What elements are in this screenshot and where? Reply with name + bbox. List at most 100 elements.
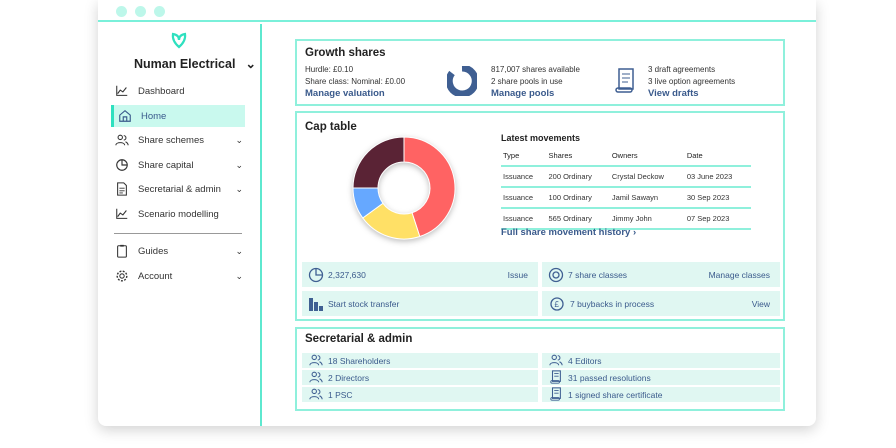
share-class: Share class: Nominal: £0.00	[305, 77, 406, 86]
pool-donut-icon	[447, 66, 477, 96]
table-cell: 565 Ordinary	[546, 207, 610, 230]
document-icon	[115, 182, 129, 196]
sidebar-item-share-schemes[interactable]: Share schemes ⌄	[111, 129, 245, 151]
chevron-down-icon: ⌄	[235, 134, 243, 145]
cap-table-panel: Cap table Latest movements Type Shares Own…	[295, 111, 785, 321]
sidebar-item-home[interactable]: Home	[111, 105, 245, 127]
table-cell: Jimmy John	[609, 207, 685, 230]
chart-line-icon	[115, 207, 129, 221]
panel-title: Cap table	[305, 121, 357, 133]
column-header: Owners	[611, 151, 638, 160]
table-cell: Issuance	[501, 165, 547, 187]
share-classes-tile[interactable]: 7 share classes Manage classes	[542, 262, 780, 287]
item-label: 1 signed share certificate	[568, 389, 663, 400]
panel-title: Growth shares	[305, 47, 386, 59]
sidebar-item-label: Share schemes	[138, 134, 205, 146]
pie-chart-icon	[115, 158, 129, 172]
secretarial-item[interactable]: 31 passed resolutions	[542, 369, 780, 385]
chevron-down-icon: ⌄	[235, 159, 243, 170]
org-switcher[interactable]: Numan Electrical ⌄	[134, 56, 256, 72]
gear-icon	[115, 269, 129, 283]
chevron-down-icon: ⌄	[235, 270, 243, 281]
view-buybacks-button[interactable]: View	[751, 298, 770, 309]
panel-title: Secretarial & admin	[305, 333, 413, 345]
table-cell: Crystal Deckow	[609, 165, 685, 187]
buyback-icon: £	[550, 296, 564, 311]
issue-button[interactable]: Issue	[507, 269, 528, 280]
sidebar-item-label: Secretarial & admin	[138, 183, 221, 195]
title-bar	[98, 0, 816, 22]
item-label: 2 Directors	[328, 372, 370, 383]
manage-pools-link[interactable]: Manage pools	[491, 88, 555, 99]
sidebar: Numan Electrical ⌄ Dashboard Home Share sch…	[98, 24, 262, 426]
secretarial-item[interactable]: 1 signed share certificate	[542, 386, 780, 403]
people-icon	[308, 387, 328, 403]
live-agreements: 3 live option agreements	[648, 77, 736, 86]
sidebar-item-guides[interactable]: Guides ⌄	[111, 240, 245, 262]
total-shares: 2,327,630	[328, 269, 366, 280]
table-cell: 100 Ordinary	[546, 186, 610, 208]
window-dot	[116, 6, 127, 17]
sidebar-item-label: Dashboard	[138, 85, 185, 97]
table-row: Issuance 565 Ordinary Jimmy John 07 Sep 202…	[501, 207, 751, 230]
shares-available: 817,007 shares available	[491, 65, 580, 74]
chevron-down-icon: ⌄	[235, 183, 243, 194]
issue-tile[interactable]: 2,327,630 Issue	[302, 262, 538, 287]
column-header: Shares	[548, 151, 573, 160]
table-row: Issuance 200 Ordinary Crystal Deckow 03 Jun…	[501, 165, 751, 187]
people-icon	[548, 353, 568, 369]
sidebar-item-label: Share capital	[138, 159, 194, 171]
donut-slice	[352, 136, 405, 189]
secretarial-item[interactable]: 4 Editors	[542, 353, 780, 368]
people-icon	[308, 370, 328, 386]
share-class-icon	[548, 267, 564, 282]
sidebar-item-scenario-modelling[interactable]: Scenario modelling	[111, 203, 245, 225]
secretarial-item[interactable]: 1 PSC	[302, 387, 538, 402]
stock-transfer-tile[interactable]: Start stock transfer	[302, 291, 538, 316]
home-icon	[118, 109, 132, 123]
column-header: Date	[686, 151, 703, 160]
sidebar-item-share-capital[interactable]: Share capital ⌄	[111, 154, 245, 176]
chevron-down-icon: ⌄	[245, 57, 256, 71]
table-cell: Jamil Sawayn	[609, 186, 685, 208]
item-label: 18 Shareholders	[328, 355, 391, 366]
buybacks-count: 7 buybacks in process	[570, 298, 655, 309]
users-icon	[115, 133, 129, 147]
history-link-label: Full share movement history	[501, 227, 631, 238]
pie-chart-icon	[308, 267, 324, 282]
sidebar-item-account[interactable]: Account ⌄	[111, 265, 245, 287]
table-cell: 200 Ordinary	[546, 165, 610, 187]
scroll-icon	[548, 386, 568, 403]
app-window: Numan Electrical ⌄ Dashboard Home Share sch…	[98, 0, 816, 426]
sidebar-item-label: Scenario modelling	[138, 208, 219, 220]
column-header: Type	[503, 151, 520, 160]
table-row: Issuance 100 Ordinary Jamil Sawayn 30 Sep 2…	[501, 186, 751, 208]
cap-table-donut-chart	[352, 136, 456, 240]
secretarial-item[interactable]: 2 Directors	[302, 370, 538, 385]
scroll-icon	[615, 68, 634, 93]
view-drafts-link[interactable]: View drafts	[648, 88, 699, 99]
secretarial-panel: Secretarial & admin 18 Shareholders 2 Dir…	[295, 327, 785, 411]
hurdle: Hurdle: £0.10	[305, 65, 354, 74]
table-cell: 03 June 2023	[684, 165, 751, 187]
table-cell: Issuance	[501, 186, 547, 208]
secretarial-item[interactable]: 18 Shareholders	[302, 353, 538, 368]
growth-shares-panel: Growth shares Hurdle: £0.10 Share class:…	[295, 39, 785, 106]
sidebar-item-dashboard[interactable]: Dashboard	[111, 80, 245, 102]
org-name: Numan Electrical	[134, 56, 236, 71]
movements-table: Type Shares Owners Date Issuance 200 Ordinary…	[501, 147, 751, 230]
manage-valuation-link[interactable]: Manage valuation	[305, 88, 385, 99]
manage-classes-button[interactable]: Manage classes	[708, 269, 770, 280]
donut-slice	[403, 136, 456, 238]
sidebar-item-label: Guides	[138, 245, 169, 257]
sidebar-item-secretarial-admin[interactable]: Secretarial & admin ⌄	[111, 178, 245, 200]
item-label: 1 PSC	[328, 389, 353, 400]
chevron-right-icon: ›	[632, 227, 637, 238]
share-classes-count: 7 share classes	[568, 269, 628, 280]
table-cell: Issuance	[501, 207, 547, 230]
item-label: 31 passed resolutions	[568, 372, 651, 383]
buybacks-tile[interactable]: £ 7 buybacks in process View	[542, 291, 780, 316]
start-stock-transfer: Start stock transfer	[328, 298, 400, 309]
sidebar-item-label: Account	[138, 270, 173, 282]
full-history-link[interactable]: Full share movement history ›	[501, 227, 636, 238]
